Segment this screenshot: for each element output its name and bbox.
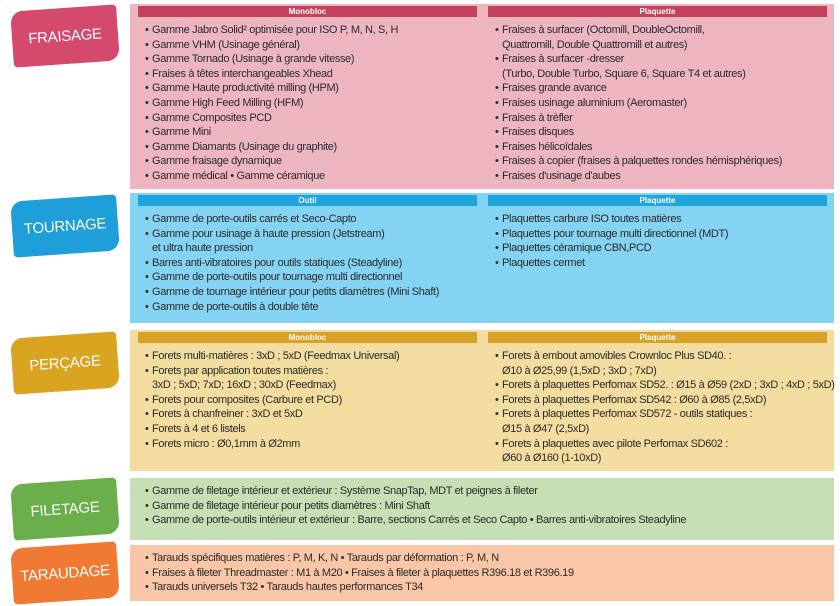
section-tab: FRAISAGE	[10, 4, 120, 68]
list-line: Gamme de filetage intérieur et extérieur…	[145, 484, 828, 499]
list-line: Fraises à copier (fraises à palquettes r…	[495, 154, 827, 169]
list-line: Plaquettes carbure ISO toutes matières	[495, 212, 827, 227]
column-header: Plaquette	[488, 6, 827, 17]
list-line: Forets à plaquettes Perfomax SD542 : Ø60…	[495, 393, 827, 408]
column: Plaquette Forets à embout amovibles Crown…	[488, 330, 835, 466]
list-line: Gamme médical • Gamme céramique	[145, 169, 477, 184]
list-line: Plaquettes cermet	[495, 256, 827, 271]
section-tab: PERÇAGE	[10, 331, 120, 395]
list-line: 3xD ; 5xD; 7xD; 16xD ; 30xD (Feedmax)	[152, 379, 336, 392]
list-line: Forets multi-matières : 3xD ; 5xD (Feedm…	[145, 349, 477, 364]
item-list: Gamme de filetage intérieur et extérieur…	[138, 478, 828, 528]
list-line: et ultra haute pression	[152, 242, 253, 255]
list-line: Tarauds universels T32 • Tarauds hautes …	[145, 580, 828, 595]
list-line: Plaquettes céramique CBN,PCD	[495, 241, 827, 256]
item-list: Gamme Jabro Solid² optimisée pour ISO P,…	[138, 17, 477, 184]
item-list: Forets multi-matières : 3xD ; 5xD (Feedm…	[138, 343, 477, 451]
column: Plaquette Fraises à surfacer (Octomill, D…	[488, 4, 827, 184]
list-line: Forets à embout amovibles Crownloc Plus …	[495, 349, 827, 364]
list-line: Quattromill, Double Quattromill et autre…	[502, 38, 688, 51]
item-list: Plaquettes carbure ISO toutes matièresPl…	[488, 206, 827, 270]
list-line: Gamme fraisage dynamique	[145, 154, 477, 169]
section-panel: Gamme de filetage intérieur et extérieur…	[130, 478, 834, 540]
list-line: Gamme Haute productivité milling (HPM)	[145, 81, 477, 96]
list-line: Ø15 à Ø47 (2,5xD)	[502, 422, 589, 435]
list-line: Fraises à surfacer -dresser	[495, 52, 827, 67]
column-header: Monobloc	[138, 6, 477, 17]
column: Tarauds spécifiques matières : P, M, K, …	[138, 545, 828, 595]
list-line: Forets à plaquettes Perfomax SD52. : Ø15…	[495, 378, 835, 393]
section-label: FILETAGE	[29, 498, 101, 520]
list-line: Fraises à fileter Threadmaster : M1 à M2…	[145, 566, 828, 581]
list-line: Gamme Diamants (Usinage du graphite)	[145, 140, 477, 155]
column-header: Monobloc	[138, 332, 477, 343]
column: Monobloc Gamme Jabro Solid² optimisée pou…	[138, 4, 477, 184]
list-line: Tarauds spécifiques matières : P, M, K, …	[145, 551, 828, 566]
list-line: Forets à chanfreiner : 3xD et 5xD	[145, 407, 477, 422]
column-header: Plaquette	[488, 195, 827, 206]
section-panel: Monobloc Gamme Jabro Solid² optimisée pou…	[130, 4, 834, 189]
list-line: Gamme Mini	[145, 125, 477, 140]
column: Gamme de filetage intérieur et extérieur…	[138, 478, 828, 528]
section-tab: TOURNAGE	[10, 194, 120, 258]
list-line: Plaquettes pour tournage multi direction…	[495, 227, 827, 242]
item-list: Fraises à surfacer (Octomill, DoubleOcto…	[488, 17, 827, 184]
section-panel: Tarauds spécifiques matières : P, M, K, …	[130, 545, 834, 601]
column: Monobloc Forets multi-matières : 3xD ; 5x…	[138, 330, 477, 451]
list-line: Ø60 à Ø160 (1-10xD)	[502, 452, 602, 465]
list-line: Gamme pour usinage à haute pression (Jet…	[145, 227, 477, 242]
column: Outil Gamme de porte-outils carrés et Sec…	[138, 193, 477, 314]
list-line: Gamme de filetage intérieur pour petits …	[145, 499, 828, 514]
section-label: FRAISAGE	[27, 24, 103, 48]
list-line: Fraises à têtes interchangeables Xhead	[145, 67, 477, 82]
list-line: Gamme Tornado (Usinage à grande vitesse)	[145, 52, 477, 67]
column-header: Outil	[138, 195, 477, 206]
list-line: Gamme Jabro Solid² optimisée pour ISO P,…	[145, 23, 477, 38]
list-line: Gamme High Feed Milling (HFM)	[145, 96, 477, 111]
list-line: Forets à plaquettes avec pilote Perfomax…	[495, 437, 827, 452]
section-label: TOURNAGE	[23, 214, 107, 238]
section-panel: Monobloc Forets multi-matières : 3xD ; 5x…	[130, 330, 835, 471]
list-line: (Turbo, Double Turbo, Square 6, Square T…	[502, 67, 746, 80]
list-line: Barres anti-vibratoires pour outils stat…	[145, 256, 477, 271]
list-line: Gamme de tournage intérieur pour petits …	[145, 285, 477, 300]
section-label: TARAUDAGE	[19, 561, 111, 585]
list-line: Ø10 à Ø25,99 (1,5xD ; 3xD ; 7xD)	[502, 364, 657, 377]
item-list: Tarauds spécifiques matières : P, M, K, …	[138, 545, 828, 595]
column-header: Plaquette	[488, 332, 827, 343]
list-line: Fraises grande avance	[495, 81, 827, 96]
list-line: Forets pour composites (Carbure et PCD)	[145, 393, 477, 408]
section-tab: FILETAGE	[10, 477, 120, 541]
list-line: Fraises disques	[495, 125, 827, 140]
list-line: Forets à 4 et 6 listels	[145, 422, 477, 437]
list-line: Fraises d'usinage d'aubes	[495, 169, 827, 184]
list-line: Fraises à trèfler	[495, 111, 827, 126]
list-line: Gamme Composites PCD	[145, 111, 477, 126]
list-line: Gamme VHM (Usinage général)	[145, 38, 477, 53]
section-panel: Outil Gamme de porte-outils carrés et Sec…	[130, 193, 834, 323]
list-line: Gamme de porte-outils carrés et Seco-Cap…	[145, 212, 477, 227]
list-line: Forets par application toutes matières :	[145, 364, 477, 379]
section-tab: TARAUDAGE	[10, 541, 120, 605]
list-line: Fraises hélicoïdales	[495, 140, 827, 155]
list-line: Gamme de porte-outils pour tournage mult…	[145, 270, 477, 285]
item-list: Forets à embout amovibles Crownloc Plus …	[488, 343, 835, 466]
list-line: Fraises usinage aluminium (Aeromaster)	[495, 96, 827, 111]
list-line: Forets micro : Ø0,1mm à Ø2mm	[145, 437, 477, 452]
list-line: Forets à plaquettes Perfomax SD572 - out…	[495, 407, 827, 422]
list-line: Gamme de porte-outils intérieur et extér…	[145, 513, 828, 528]
column: PlaquettePlaquettes carbure ISO toutes m…	[488, 193, 827, 270]
item-list: Gamme de porte-outils carrés et Seco-Cap…	[138, 206, 477, 314]
list-line: Gamme de porte-outils à double tête	[145, 300, 477, 315]
list-line: Fraises à surfacer (Octomill, DoubleOcto…	[495, 23, 827, 38]
section-label: PERÇAGE	[28, 352, 102, 374]
